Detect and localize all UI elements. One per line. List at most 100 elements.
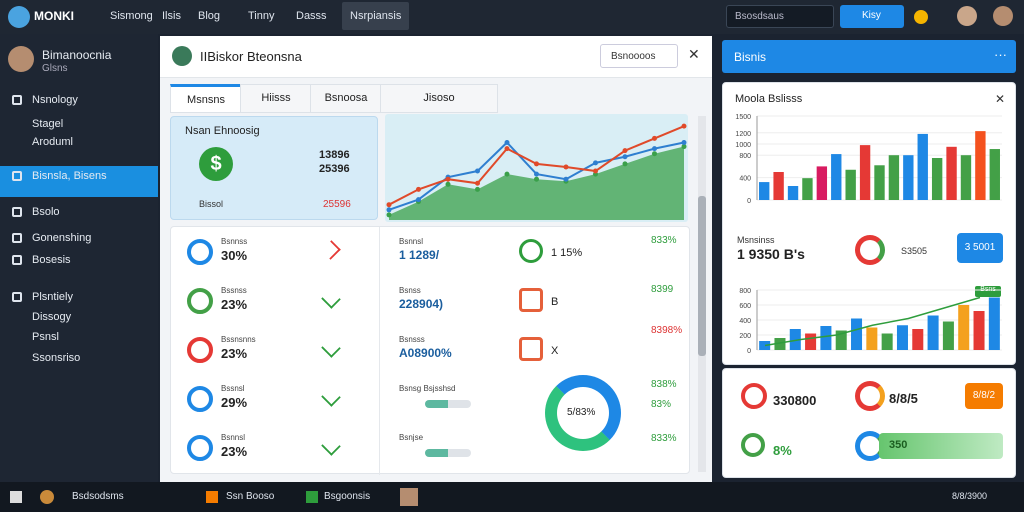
progress: 350 (879, 433, 1003, 459)
point (416, 186, 421, 192)
app-icon[interactable] (206, 491, 218, 503)
stat-icon (187, 435, 213, 461)
point (504, 146, 510, 152)
menu-item[interactable]: Gonenshing (32, 232, 92, 244)
notification[interactable] (914, 10, 928, 24)
ring (741, 383, 767, 409)
close-icon[interactable]: ✕ (995, 92, 1006, 106)
stat-icon (187, 337, 213, 363)
trend-icon (321, 436, 341, 456)
progress (425, 449, 471, 457)
nav-item[interactable]: Blog (198, 10, 221, 22)
point (681, 144, 687, 150)
menu-item[interactable]: Stagel (32, 118, 64, 130)
menu-item[interactable]: Plsntiely (32, 291, 73, 303)
point (534, 171, 539, 177)
search-box[interactable]: Bsosdsaus (726, 5, 834, 28)
stat-button[interactable]: 3 5001 (957, 233, 1003, 263)
app-icon[interactable] (306, 491, 318, 503)
app[interactable]: Ssn Booso (226, 491, 275, 502)
bar (845, 169, 856, 200)
bar (917, 133, 928, 200)
nav-item[interactable]: Sismong (110, 10, 153, 22)
bar (831, 154, 842, 200)
point (681, 139, 687, 145)
tab[interactable]: Msnsns (170, 84, 242, 113)
bar (931, 158, 943, 200)
menu-item[interactable]: Bosesis (32, 254, 71, 266)
bar-chart: 0 200 400 600 800 (739, 288, 1002, 355)
nav-item[interactable]: Dasss (296, 10, 327, 22)
user-name: Bimanoocnia (42, 48, 112, 62)
y-tick-label: 400 (739, 176, 751, 183)
point (622, 148, 628, 154)
trend-icon (321, 240, 341, 260)
point (534, 161, 539, 167)
bar (896, 325, 908, 350)
app-icon[interactable] (400, 488, 418, 506)
nav-item[interactable]: Ilsis (162, 10, 181, 22)
point (534, 176, 539, 182)
tab[interactable]: Jisoso (380, 84, 498, 113)
ring (519, 337, 543, 361)
y-tick-label: 400 (739, 318, 751, 325)
sidebar: Bimanoocnia Glsns Nsnology Stagel Aroduml B… (0, 34, 158, 482)
bar (773, 172, 784, 200)
bar (881, 333, 893, 350)
hero-foot: Bissol (199, 199, 224, 209)
point (475, 180, 480, 186)
ring (519, 288, 543, 312)
bar (859, 145, 871, 200)
start-button[interactable] (10, 491, 22, 503)
point (445, 181, 451, 187)
tab[interactable]: Hiisss (240, 84, 312, 113)
nav-item[interactable]: Nsrpiansis (342, 2, 410, 30)
menu-icon (12, 255, 22, 265)
bar (774, 338, 786, 350)
tab[interactable]: Bsnoosa (310, 84, 382, 113)
bar (816, 166, 828, 200)
stat-value: 30% (221, 248, 248, 263)
bar (759, 182, 770, 200)
bar (988, 297, 1000, 350)
menu-item[interactable]: Aroduml (32, 136, 73, 148)
menu-item[interactable]: Dissogy (32, 311, 72, 323)
stat-label: Bsnnsl (399, 237, 424, 246)
search[interactable]: Bsdsodsms (72, 491, 124, 502)
dropdown[interactable]: Bsnoooos (600, 44, 678, 68)
menu-item[interactable]: Bisnsla, Bisens (32, 170, 107, 182)
stat-label: Bsnsg Bsjsshsd (399, 384, 456, 393)
y-tick-label: 1000 (735, 142, 751, 149)
right-card: Moola Bslisss ✕ Msnsinss 1 9350 B's S350… (722, 82, 1016, 365)
stat-icon (187, 386, 213, 412)
bar-chart: 0 400 800 1000 1200 1500 (735, 114, 1002, 205)
close-icon[interactable]: ✕ (688, 46, 700, 62)
percent: 8399 (651, 284, 674, 295)
app-icon[interactable] (40, 490, 54, 504)
bar (946, 146, 957, 200)
logo: MONKI (34, 9, 74, 23)
point (386, 212, 392, 218)
menu-item[interactable]: Psnsl (32, 331, 59, 343)
button[interactable]: 8/8/2 (965, 383, 1003, 409)
scroll-thumb[interactable] (698, 196, 706, 356)
bar (973, 311, 985, 350)
avatar[interactable] (993, 6, 1013, 26)
nav-item[interactable]: Tinny (248, 10, 275, 22)
avatar[interactable] (957, 6, 977, 26)
menu-item[interactable]: Nsnology (32, 94, 78, 106)
search-button[interactable]: Kisy (840, 5, 904, 28)
point (475, 186, 480, 192)
stat-value: 23% (221, 444, 248, 459)
menu-item[interactable]: Ssonsriso (32, 352, 81, 364)
stat-value: 23% (221, 297, 248, 312)
hero-value: 13896 (319, 149, 350, 161)
ring (855, 381, 885, 411)
stat-value: 228904) (399, 297, 444, 311)
app[interactable]: Bsgoonsis (324, 491, 371, 502)
menu-item[interactable]: Bsolo (32, 206, 60, 218)
point (681, 123, 687, 129)
menu-dots[interactable]: ··· (994, 47, 1007, 62)
clock: 8/8/3900 (952, 491, 988, 501)
